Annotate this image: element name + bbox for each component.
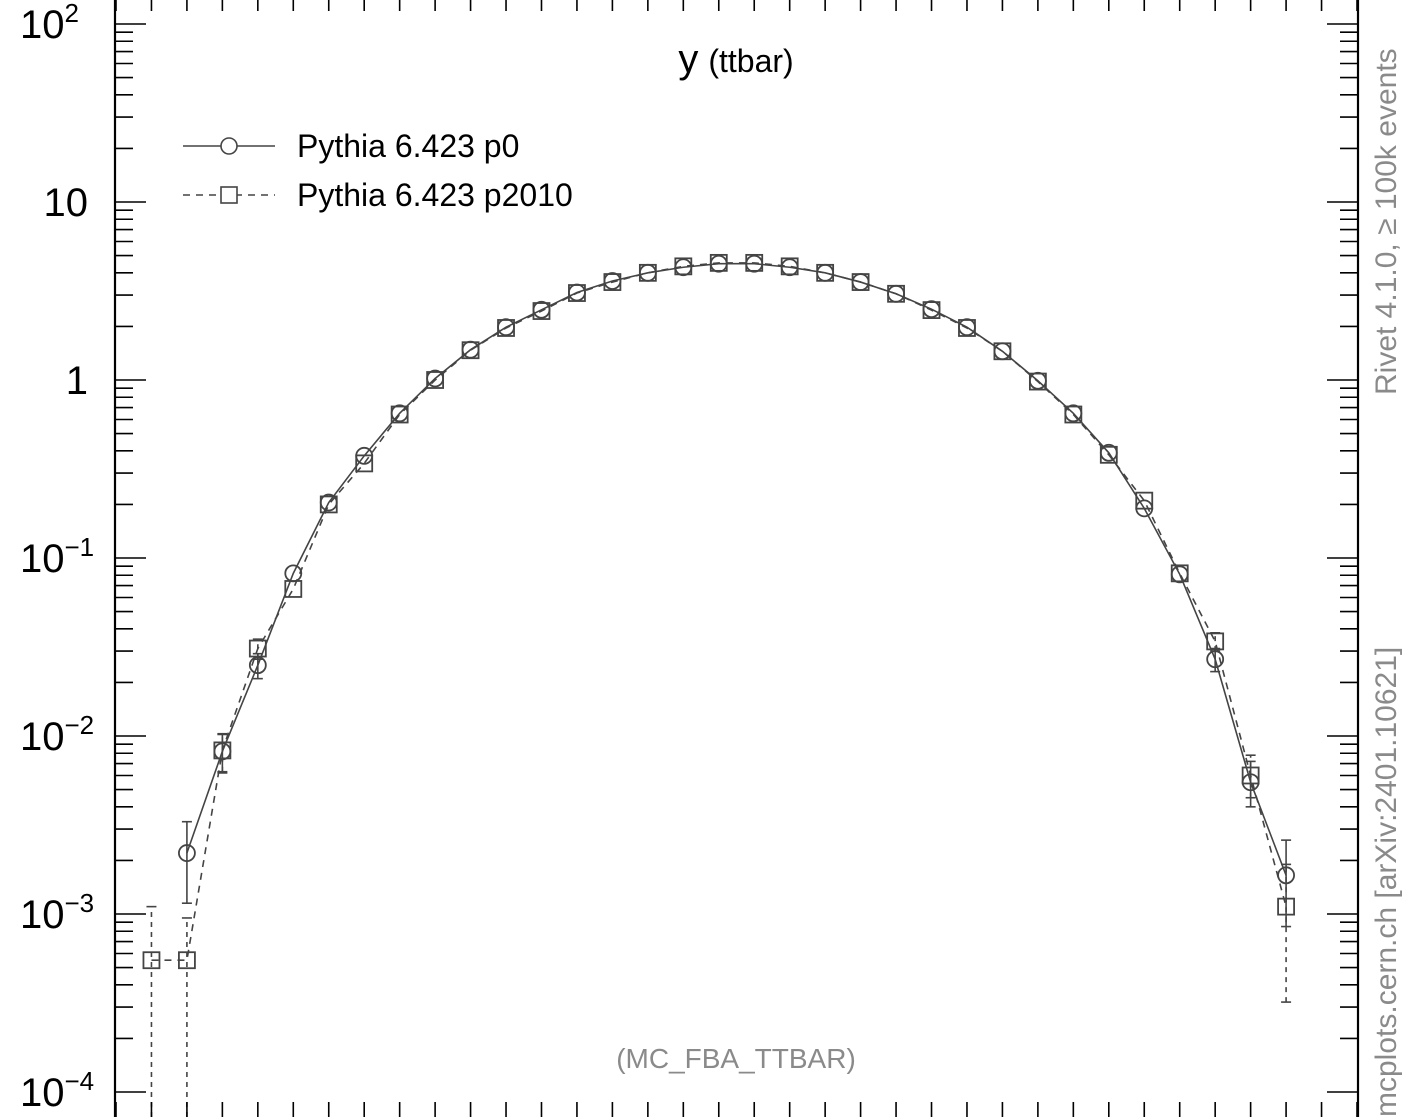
data-point-square [284, 580, 303, 598]
data-point-square [178, 951, 196, 970]
data-point-square [1241, 766, 1260, 785]
y-tick-label: 10−1 [20, 532, 94, 581]
data-point-square [568, 284, 586, 302]
data-point-square [1170, 564, 1189, 583]
y-tick-label-base: 10 [20, 893, 65, 937]
legend: Pythia 6.423 p0 Pythia 6.423 p2010 [183, 128, 573, 213]
y-tick-label: 10−3 [20, 888, 94, 937]
data-point-square [674, 257, 693, 276]
data-point-square [603, 273, 622, 291]
data-point-square [248, 639, 267, 658]
y-tick-label-base: 10 [20, 715, 65, 759]
data-point-square [993, 342, 1012, 361]
data-point-square [213, 741, 232, 760]
y-tick-label: 10−4 [20, 1066, 94, 1115]
data-point-square [780, 257, 799, 276]
data-point-square [887, 284, 905, 303]
data-point-square [426, 371, 445, 389]
y-tick-label-base: 10 [20, 537, 65, 581]
data-point-square [390, 405, 409, 424]
chart-title: y (ttbar) [678, 37, 793, 81]
data-point-square [1064, 405, 1083, 424]
data-point-square [1099, 445, 1118, 464]
data-point-square [1206, 632, 1225, 651]
y-tick-label-base: 10 [20, 1071, 65, 1115]
legend-label-p2010: Pythia 6.423 p2010 [297, 177, 573, 213]
data-point-square [638, 263, 657, 282]
data-point-square [816, 263, 835, 282]
y-tick-label-exp: −4 [65, 1066, 95, 1096]
y-tick-label-exp: −1 [65, 532, 95, 562]
data-point-square [355, 454, 374, 473]
data-point-square [319, 495, 338, 514]
y-tick-label: 102 [20, 0, 79, 47]
rivet-version-label: Rivet 4.1.0, ≥ 100k events [1370, 48, 1403, 395]
series-line-0 [186, 262, 1287, 876]
data-point-square [851, 273, 870, 291]
y-tick-label-base: 10 [20, 3, 65, 47]
data-point-square [922, 301, 941, 319]
data-point-square [745, 253, 764, 272]
data-point-circle [178, 844, 196, 862]
y-tick-label-exp: −3 [65, 888, 95, 918]
data-point-square [709, 253, 728, 272]
mcplots-label: mcplots.cern.ch [arXiv:2401.10621] [1370, 647, 1403, 1117]
data-point-square [532, 302, 551, 320]
plot-area [142, 253, 1295, 1117]
data-point-square [142, 951, 161, 970]
y-tick-label-base: 10 [44, 181, 89, 225]
y-tick-label: 10−2 [20, 710, 94, 759]
y-tick-label-base: 1 [66, 359, 88, 403]
y-tick-label: 10 [44, 181, 89, 225]
data-point-square [1135, 491, 1154, 510]
y-tick-label: 1 [66, 359, 88, 403]
series-line-1 [151, 262, 1287, 962]
legend-marker-p0 [220, 137, 238, 155]
data-point-square [461, 341, 480, 360]
plot-frame [113, 0, 1360, 1117]
chart-title-suffix: (ttbar) [708, 43, 793, 79]
analysis-label: (MC_FBA_TTBAR) [616, 1043, 856, 1074]
data-point-square [497, 319, 515, 337]
y-tick-label-exp: 2 [65, 0, 79, 28]
data-point-square [1028, 372, 1047, 391]
y-tick-label-exp: −2 [65, 710, 95, 740]
data-point-square [958, 319, 976, 337]
axis-ticks [115, 0, 1358, 1117]
legend-label-p0: Pythia 6.423 p0 [297, 128, 519, 164]
legend-marker-p2010 [220, 186, 238, 204]
data-point-square [1277, 897, 1295, 916]
chart-title-main: y [678, 37, 698, 81]
